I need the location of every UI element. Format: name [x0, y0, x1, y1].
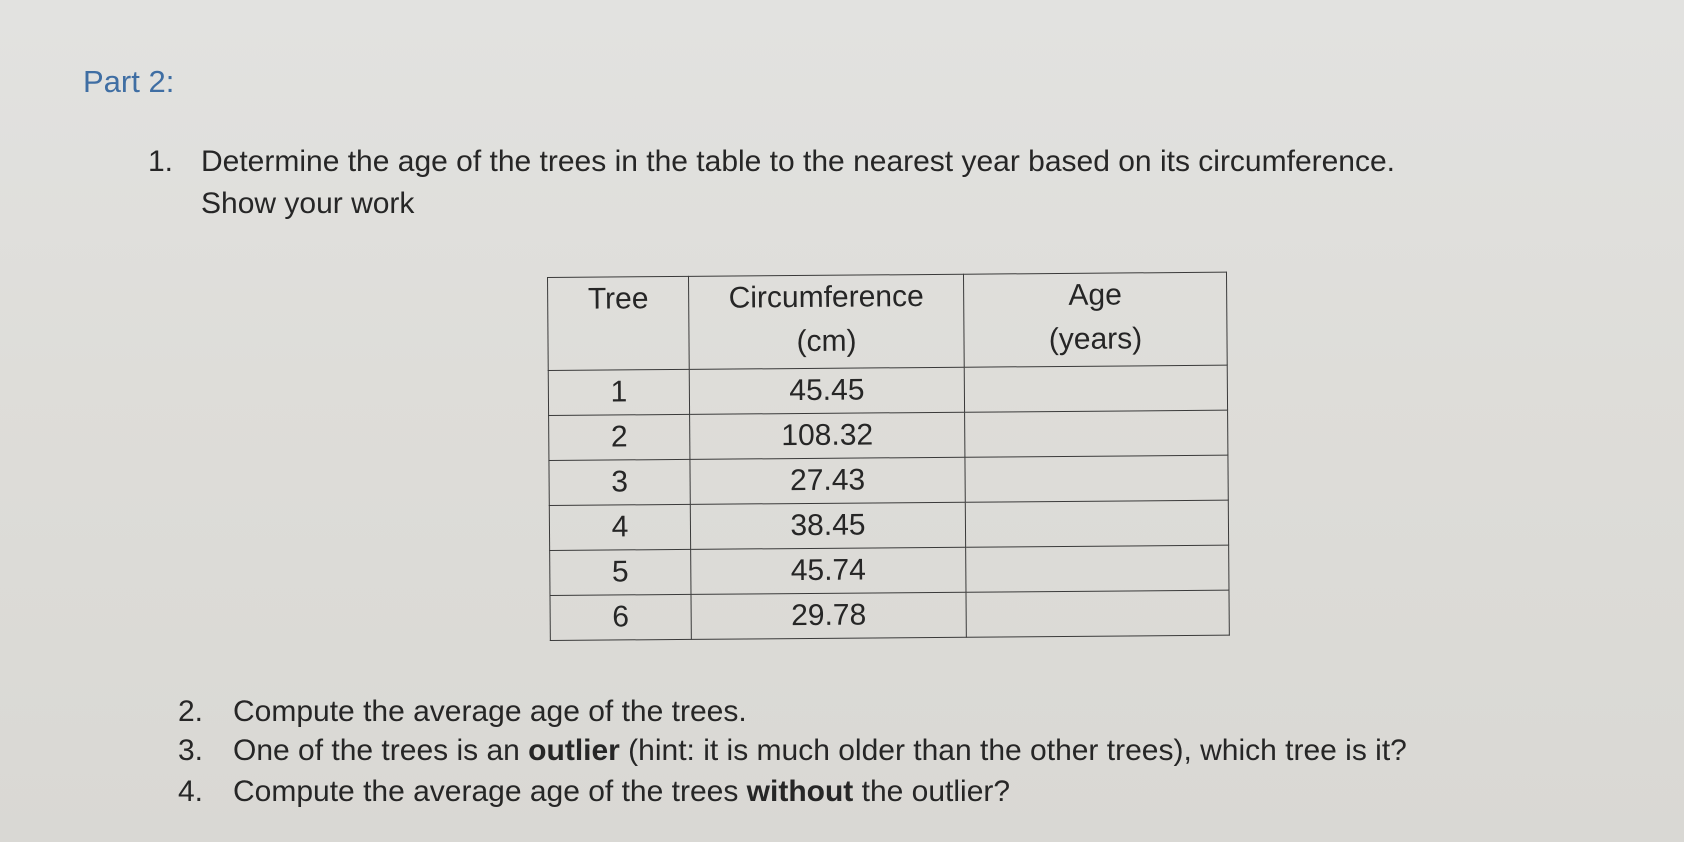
part-heading: Part 2: — [83, 64, 175, 99]
question-number: 1. — [148, 145, 174, 178]
table-row: 5 45.74 — [549, 545, 1229, 596]
cell-age[interactable] — [965, 545, 1229, 593]
question-number: 4. — [178, 775, 204, 808]
question-text: Compute the average age of the trees. — [233, 695, 747, 728]
question-4: 4. Compute the average age of the trees w… — [178, 771, 1010, 813]
cell-tree: 4 — [549, 504, 691, 551]
tree-table: Tree Circumference (cm) Age (years) 1 45.4… — [547, 272, 1230, 641]
cell-circumference: 108.32 — [689, 412, 965, 460]
question-3: 3. One of the trees is an outlier (hint: … — [178, 730, 1407, 772]
question-number: 2. — [178, 695, 204, 728]
cell-tree: 2 — [548, 414, 690, 461]
table-row: 1 45.45 — [548, 365, 1228, 416]
table-row: 2 108.32 — [548, 410, 1228, 461]
question-text-post: the outlier? — [853, 775, 1011, 808]
cell-tree: 3 — [548, 459, 691, 506]
question-number: 3. — [178, 734, 204, 767]
question-2: 2. Compute the average age of the trees. — [178, 691, 747, 733]
header-circumference: Circumference (cm) — [688, 274, 965, 370]
question-text-pre: Compute the average age of the trees — [233, 775, 747, 808]
cell-age[interactable] — [965, 590, 1230, 638]
cell-age[interactable] — [964, 455, 1229, 503]
cell-circumference: 45.74 — [690, 547, 966, 595]
question-1-line-2: Show your work — [201, 187, 415, 220]
bold-term-outlier: outlier — [528, 734, 620, 767]
cell-age[interactable] — [964, 365, 1228, 413]
cell-tree: 6 — [550, 594, 692, 641]
cell-tree: 1 — [548, 369, 690, 416]
cell-age[interactable] — [965, 500, 1229, 548]
question-1: 1. Determine the age of the trees in the … — [148, 141, 1395, 183]
cell-circumference: 27.43 — [689, 457, 966, 505]
question-text-post: (hint: it is much older than the other t… — [619, 734, 1407, 767]
cell-circumference: 29.78 — [690, 592, 967, 640]
question-text-pre: One of the trees is an — [233, 734, 529, 767]
header-tree: Tree — [547, 276, 690, 371]
bold-term-without: without — [746, 775, 854, 808]
table-row: 6 29.78 — [550, 590, 1230, 641]
cell-circumference: 38.45 — [690, 502, 966, 550]
question-text: Determine the age of the trees in the ta… — [201, 145, 1396, 178]
cell-tree: 5 — [549, 549, 691, 596]
table-row: 4 38.45 — [549, 500, 1229, 551]
table-header-row: Tree Circumference (cm) Age (years) — [547, 272, 1228, 371]
cell-circumference: 45.45 — [689, 367, 965, 415]
cell-age[interactable] — [964, 410, 1228, 458]
header-age: Age (years) — [963, 272, 1228, 368]
table-row: 3 27.43 — [548, 455, 1229, 506]
